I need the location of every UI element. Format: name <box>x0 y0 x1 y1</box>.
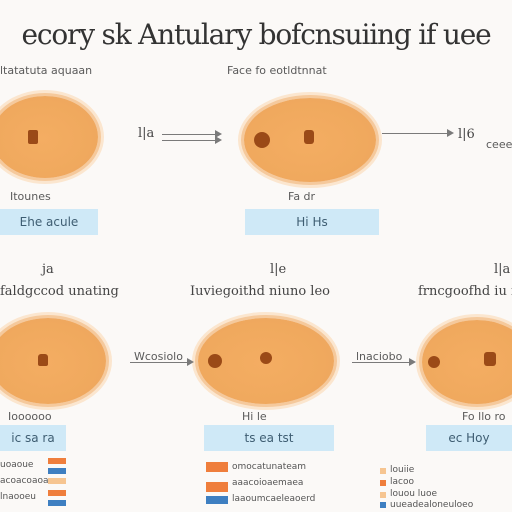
legend-swatch-orange <box>48 490 66 496</box>
legend-mid-item-3: laaoumcaeleaoerd <box>232 494 316 504</box>
row1-right-note: ceee <box>486 138 512 151</box>
nucleus-icon <box>208 354 222 368</box>
nucleus-icon <box>38 354 48 366</box>
row2-marker-a: ja <box>42 262 54 277</box>
arrow-row1-left <box>162 130 222 138</box>
row1-header-left: ltatatuta aquaan <box>0 64 93 77</box>
row2-marker-c: l|a <box>494 262 511 277</box>
legend-swatch-orange <box>206 462 228 472</box>
row1-header-mid: Face fo eotldtnnat <box>227 64 327 77</box>
nucleus-icon <box>28 130 38 144</box>
legend-swatch-light <box>48 478 66 484</box>
legend-mid-item-1: omocatunateam <box>232 462 307 472</box>
row1-arrow-left-text: l|a <box>138 126 155 141</box>
row2-right-caption: Fo llo ro <box>462 410 506 423</box>
nucleus-icon <box>428 356 440 368</box>
legend-swatch-blue <box>380 502 386 508</box>
legend-swatch-light <box>380 468 386 474</box>
row1-left-caption: Itounes <box>10 190 51 203</box>
row2-arrow-left-text: Wcosiolo <box>134 350 183 363</box>
legend-left-item-3: lnaooeu <box>0 492 36 502</box>
row2-marker-b: l|e <box>270 262 287 277</box>
arrow-row1-right <box>382 129 454 137</box>
legend-right-item-3: louou luoe <box>390 489 438 499</box>
row1-mid-caption: Fa dr <box>288 190 316 203</box>
row1-left-label-box: Ehe acule <box>0 209 98 235</box>
cell-row1-mid <box>244 98 376 182</box>
row2-header-mid: Iuviegoithd niuno leo <box>190 284 330 299</box>
legend-swatch-orange <box>206 482 228 492</box>
cell-row1-left <box>0 96 98 178</box>
nucleus-icon <box>484 352 496 366</box>
arrow-row2-right <box>352 358 416 366</box>
arrow-row1-left-b <box>162 136 222 144</box>
legend-right-item-4: uueadealoneuloeo <box>390 500 474 510</box>
row1-mid-label-box: Hi Hs <box>245 209 379 235</box>
legend-right-item-2: lacoo <box>390 477 414 487</box>
row2-mid-caption: Hi le <box>242 410 267 423</box>
cell-row2-mid <box>198 318 334 404</box>
legend-swatch-blue <box>48 468 66 474</box>
nucleus-icon <box>304 130 314 144</box>
legend-right-item-1: louiie <box>390 465 415 475</box>
row1-arrow-right-text: l|6 <box>458 127 475 142</box>
row2-right-label-box: ec Hoy <box>426 425 512 451</box>
legend-swatch-orange <box>48 458 66 464</box>
row2-mid-label-box: ts ea tst <box>204 425 334 451</box>
cell-row2-right <box>422 320 512 404</box>
row2-arrow-right-text: lnaciobo <box>356 350 403 363</box>
legend-swatch-light <box>380 492 386 498</box>
legend-swatch-blue <box>48 500 66 506</box>
row2-header-left: faldgccod unating <box>0 284 119 299</box>
row2-left-label-box: ic sa ra <box>0 425 66 451</box>
legend-swatch-orange <box>380 480 386 486</box>
row2-left-caption: Ioooooo <box>8 410 52 423</box>
nucleus-icon <box>260 352 272 364</box>
legend-mid-item-2: aaacoioaemaea <box>232 478 304 488</box>
legend-left-item-1: uoaoue <box>0 460 34 470</box>
arrow-row2-left <box>130 358 194 366</box>
diagram-title: ecory sk Antulary bofcnsuiing if uee <box>21 18 492 51</box>
cell-row2-left <box>0 318 106 404</box>
nucleus-icon <box>254 132 270 148</box>
legend-swatch-blue <box>206 496 228 504</box>
row2-header-right: frncgoofhd iu ir <box>418 284 512 299</box>
legend-left-item-2: acoacoaoa <box>0 476 49 486</box>
